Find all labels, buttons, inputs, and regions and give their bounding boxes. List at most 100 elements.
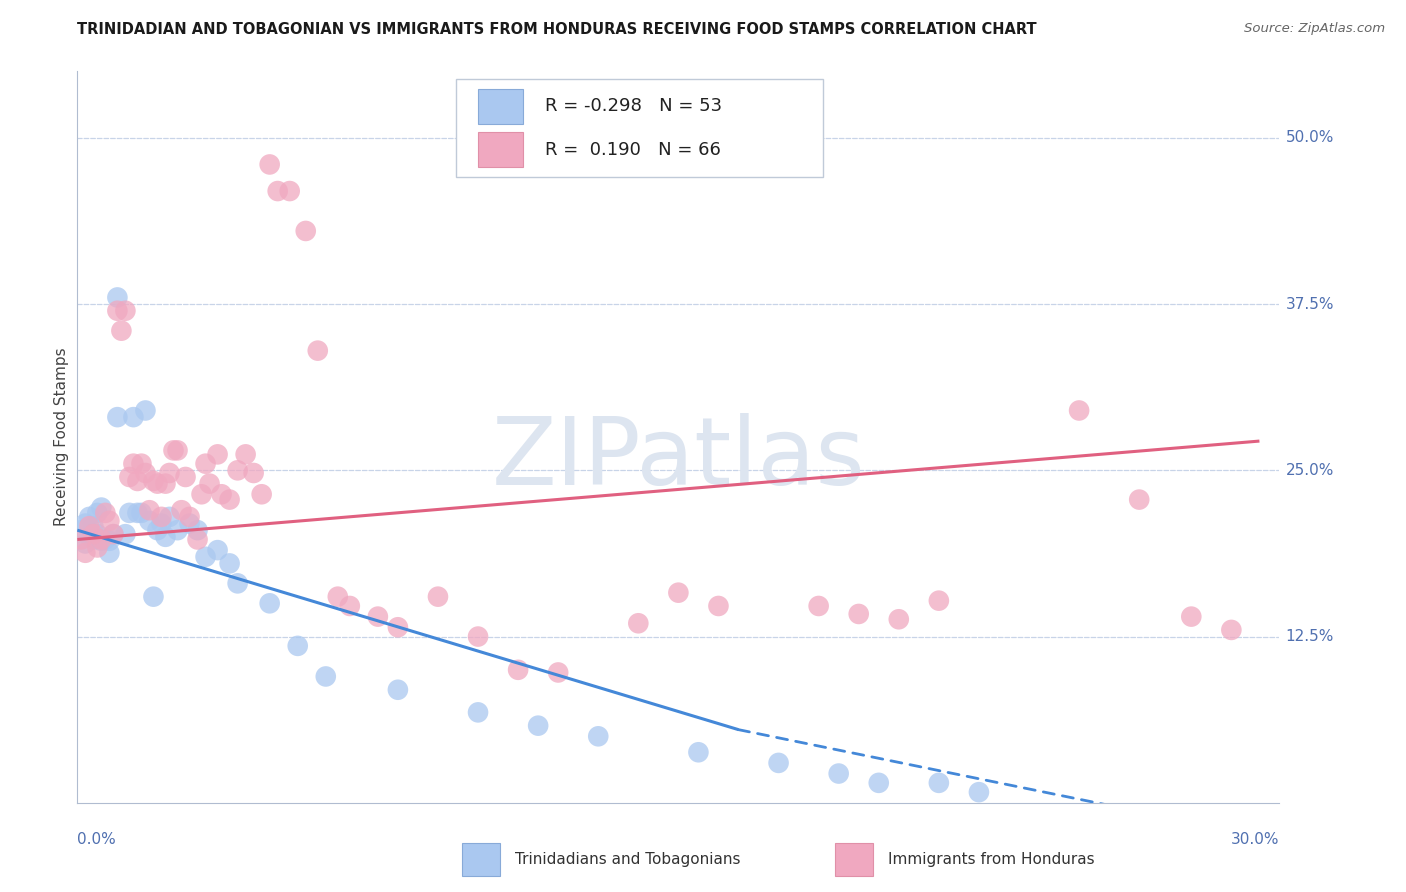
Point: [226, 576, 249, 591]
Text: ZIPatlas: ZIPatlas: [492, 413, 865, 505]
Point: [166, 523, 188, 537]
Point: [179, 509, 201, 524]
Point: [194, 457, 217, 471]
Point: [307, 343, 329, 358]
Point: [174, 470, 197, 484]
Point: [142, 590, 165, 604]
Point: [114, 527, 136, 541]
Point: [79, 519, 101, 533]
Point: [186, 533, 209, 547]
Text: 30.0%: 30.0%: [1232, 832, 1279, 847]
Point: [107, 303, 129, 318]
Point: [828, 766, 851, 780]
Y-axis label: Receiving Food Stamps: Receiving Food Stamps: [53, 348, 69, 526]
Point: [588, 729, 610, 743]
Text: 25.0%: 25.0%: [1285, 463, 1334, 478]
Point: [1220, 623, 1243, 637]
Point: [70, 523, 93, 537]
Point: [467, 630, 489, 644]
Point: [1180, 609, 1202, 624]
Point: [159, 466, 181, 480]
Point: [131, 457, 153, 471]
Text: 0.0%: 0.0%: [77, 832, 117, 847]
FancyBboxPatch shape: [463, 843, 501, 876]
Point: [294, 224, 316, 238]
Point: [134, 403, 156, 417]
Point: [508, 663, 530, 677]
Point: [218, 492, 240, 507]
Point: [107, 410, 129, 425]
Point: [107, 290, 129, 304]
Point: [267, 184, 290, 198]
Point: [326, 590, 349, 604]
Point: [79, 530, 101, 544]
Point: [75, 516, 97, 531]
Point: [90, 500, 112, 515]
Point: [146, 523, 169, 537]
Point: [103, 527, 125, 541]
Point: [928, 593, 950, 607]
Text: Immigrants from Honduras: Immigrants from Honduras: [887, 852, 1094, 867]
Point: [387, 620, 409, 634]
Point: [668, 585, 690, 599]
Point: [211, 487, 233, 501]
Point: [131, 506, 153, 520]
Point: [868, 776, 890, 790]
Point: [82, 527, 104, 541]
Point: [242, 466, 264, 480]
Point: [142, 474, 165, 488]
Point: [86, 506, 108, 520]
Text: Trinidadians and Tobagonians: Trinidadians and Tobagonians: [515, 852, 741, 867]
Point: [218, 557, 240, 571]
Point: [688, 745, 710, 759]
Point: [166, 443, 188, 458]
FancyBboxPatch shape: [835, 843, 873, 876]
Point: [70, 533, 93, 547]
Point: [967, 785, 990, 799]
Point: [207, 447, 229, 461]
Point: [79, 509, 101, 524]
Point: [315, 669, 337, 683]
Point: [122, 410, 145, 425]
Text: Source: ZipAtlas.com: Source: ZipAtlas.com: [1244, 22, 1385, 36]
Point: [170, 503, 193, 517]
Point: [146, 476, 169, 491]
Point: [467, 706, 489, 720]
Point: [287, 639, 309, 653]
Point: [627, 616, 650, 631]
Point: [98, 546, 121, 560]
Point: [768, 756, 790, 770]
Point: [259, 596, 281, 610]
Point: [82, 519, 104, 533]
Point: [103, 527, 125, 541]
Point: [86, 541, 108, 555]
Point: [807, 599, 830, 613]
Point: [138, 503, 160, 517]
Point: [179, 516, 201, 531]
Text: 37.5%: 37.5%: [1285, 297, 1334, 311]
Point: [1069, 403, 1091, 417]
Point: [138, 514, 160, 528]
Point: [190, 487, 212, 501]
Point: [90, 533, 112, 547]
Point: [155, 476, 177, 491]
Point: [235, 447, 257, 461]
Point: [94, 506, 117, 520]
Point: [367, 609, 389, 624]
Text: R =  0.190   N = 66: R = 0.190 N = 66: [546, 141, 721, 159]
Point: [547, 665, 569, 680]
Point: [339, 599, 361, 613]
Point: [159, 509, 181, 524]
Point: [207, 543, 229, 558]
Point: [707, 599, 730, 613]
Point: [98, 533, 121, 548]
Point: [194, 549, 217, 564]
Text: TRINIDADIAN AND TOBAGONIAN VS IMMIGRANTS FROM HONDURAS RECEIVING FOOD STAMPS COR: TRINIDADIAN AND TOBAGONIAN VS IMMIGRANTS…: [77, 22, 1038, 37]
Point: [122, 457, 145, 471]
Point: [387, 682, 409, 697]
Point: [887, 612, 910, 626]
Point: [186, 523, 209, 537]
Text: 12.5%: 12.5%: [1285, 629, 1334, 644]
Text: 50.0%: 50.0%: [1285, 130, 1334, 145]
Point: [250, 487, 273, 501]
